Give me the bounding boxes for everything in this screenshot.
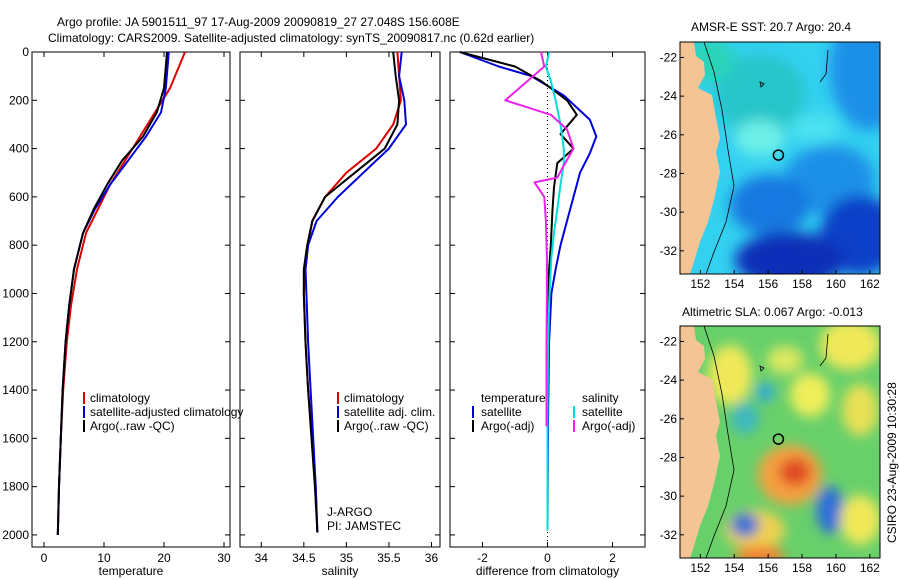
sst-map-ytick-label: -26 bbox=[660, 128, 678, 142]
temperature-ytick-label: 800 bbox=[9, 238, 29, 252]
temperature-ytick-label: 0 bbox=[22, 45, 29, 59]
temperature-xtick-label: 10 bbox=[97, 551, 111, 565]
legend-label-argo: Argo(..raw -QC) bbox=[344, 419, 429, 433]
sla-map-xtick-label: 158 bbox=[792, 561, 812, 575]
salinity-xtick-label: 35 bbox=[340, 551, 354, 565]
argo-position-marker bbox=[772, 433, 785, 445]
argo-position-marker bbox=[772, 149, 785, 161]
sla-map bbox=[680, 326, 880, 558]
salinity-legend: climatology satellite adj. clim. Argo(..… bbox=[327, 391, 435, 533]
header-line-2: Climatology: CARS2009. Satellite-adjuste… bbox=[48, 31, 534, 45]
sla-map-ytick-label: -28 bbox=[660, 450, 678, 464]
legend-label-satellite-adjusted: satellite-adjusted climatology bbox=[90, 405, 243, 419]
sla-map-title: Altimetric SLA: 0.067 Argo: -0.013 bbox=[682, 305, 863, 319]
sst-map-xtick-label: 160 bbox=[826, 277, 846, 291]
sst-map-xtick-label: 154 bbox=[724, 277, 744, 291]
sla-map-ytick-label: -22 bbox=[660, 334, 678, 348]
sst-map-xtick-label: 162 bbox=[860, 277, 880, 291]
temperature-ytick-label: 1600 bbox=[2, 431, 29, 445]
difference-series-salinity-argo-adj bbox=[504, 51, 575, 427]
temperature-ytick-label: 1200 bbox=[2, 335, 29, 349]
legend-label-sal-satellite: satellite bbox=[582, 405, 623, 419]
temperature-ytick-label: 600 bbox=[9, 190, 29, 204]
difference-legend: temperature salinity satellite Argo(-adj… bbox=[472, 391, 635, 433]
sla-map-xtick-label: 156 bbox=[758, 561, 778, 575]
temperature-ytick-label: 2000 bbox=[2, 528, 29, 542]
salinity-series-argo-raw-qc bbox=[302, 51, 401, 533]
temperature-xtick-label: 30 bbox=[217, 551, 231, 565]
sst-map-title: AMSR-E SST: 20.7 Argo: 20.4 bbox=[691, 20, 851, 34]
temperature-ytick-label: 400 bbox=[9, 142, 29, 156]
difference-xlabel: difference from climatology bbox=[476, 564, 619, 578]
sst-map-ytick-label: -28 bbox=[660, 166, 678, 180]
temperature-series-argo-raw-qc bbox=[56, 51, 168, 535]
legend-label-climatology: climatology bbox=[90, 391, 150, 405]
sst-map bbox=[680, 42, 880, 274]
sla-map-xtick-label: 152 bbox=[690, 561, 710, 575]
legend-label-satellite-adj: satellite adj. clim. bbox=[344, 405, 435, 419]
sst-map-ytick-label: -22 bbox=[660, 50, 678, 64]
legend-label-climatology: climatology bbox=[344, 391, 404, 405]
sst-map-xtick-label: 156 bbox=[758, 277, 778, 291]
sla-map-xtick-label: 154 bbox=[724, 561, 744, 575]
sla-shelf-contour bbox=[703, 326, 735, 558]
temperature-xlabel: temperature bbox=[99, 564, 164, 578]
sla-map-ytick-label: -24 bbox=[660, 373, 678, 387]
sla-land bbox=[680, 326, 720, 558]
pi-note: PI: JAMSTEC bbox=[327, 519, 401, 533]
temperature-panel bbox=[31, 51, 231, 548]
legend-label-argo: Argo(..raw -QC) bbox=[90, 419, 175, 433]
salinity-series-satellite-adj-clim bbox=[304, 51, 407, 533]
jargo-note: J-ARGO bbox=[327, 505, 372, 519]
sla-map-xtick-label: 162 bbox=[860, 561, 880, 575]
legend-header-temperature: temperature bbox=[481, 391, 546, 405]
sla-map-ytick-label: -30 bbox=[660, 489, 678, 503]
salinity-panel bbox=[239, 51, 441, 548]
sst-map-ytick-label: -24 bbox=[660, 89, 678, 103]
sla-map-ytick-label: -26 bbox=[660, 412, 678, 426]
sst-seamount-contour bbox=[759, 49, 829, 88]
temperature-ytick-label: 1800 bbox=[2, 480, 29, 494]
sla-map-xtick-label: 160 bbox=[826, 561, 846, 575]
legend-label-temp-satellite: satellite bbox=[481, 405, 522, 419]
sst-land bbox=[680, 42, 720, 274]
salinity-xtick-label: 34 bbox=[255, 551, 269, 565]
sst-map-ytick-label: -30 bbox=[660, 205, 678, 219]
temperature-ytick-label: 200 bbox=[9, 93, 29, 107]
difference-xtick-label: 0 bbox=[544, 551, 551, 565]
salinity-xtick-label: 35.5 bbox=[377, 551, 401, 565]
legend-label-temp-argo: Argo(-adj) bbox=[481, 419, 534, 433]
sst-map-xtick-label: 158 bbox=[792, 277, 812, 291]
difference-series-salinity-satellite bbox=[544, 51, 565, 531]
temperature-xtick-label: 0 bbox=[41, 551, 48, 565]
sst-map-ytick-label: -32 bbox=[660, 244, 678, 258]
temperature-legend: climatology satellite-adjusted climatolo… bbox=[83, 391, 243, 433]
temperature-xtick-label: 20 bbox=[157, 551, 171, 565]
salinity-xtick-label: 36 bbox=[425, 551, 439, 565]
salinity-xlabel: salinity bbox=[322, 564, 359, 578]
salinity-xtick-label: 34.5 bbox=[292, 551, 316, 565]
sla-map-ytick-label: -32 bbox=[660, 528, 678, 542]
sla-seamount-contour bbox=[759, 333, 829, 372]
sst-shelf-contour bbox=[703, 42, 735, 274]
temperature-ytick-label: 1400 bbox=[2, 383, 29, 397]
header-line-1: Argo profile: JA 5901511_97 17-Aug-2009 … bbox=[57, 15, 460, 29]
difference-xtick-label: -2 bbox=[477, 551, 488, 565]
difference-series-temperature-argo-adj bbox=[459, 51, 578, 531]
temperature-ytick-label: 1000 bbox=[2, 286, 29, 300]
legend-label-sal-argo: Argo(-adj) bbox=[582, 419, 635, 433]
difference-xtick-label: 2 bbox=[609, 551, 616, 565]
legend-header-salinity: salinity bbox=[582, 391, 619, 405]
sst-map-xtick-label: 152 bbox=[690, 277, 710, 291]
csiro-timestamp: CSIRO 23-Aug-2009 10:30:28 bbox=[885, 382, 899, 543]
